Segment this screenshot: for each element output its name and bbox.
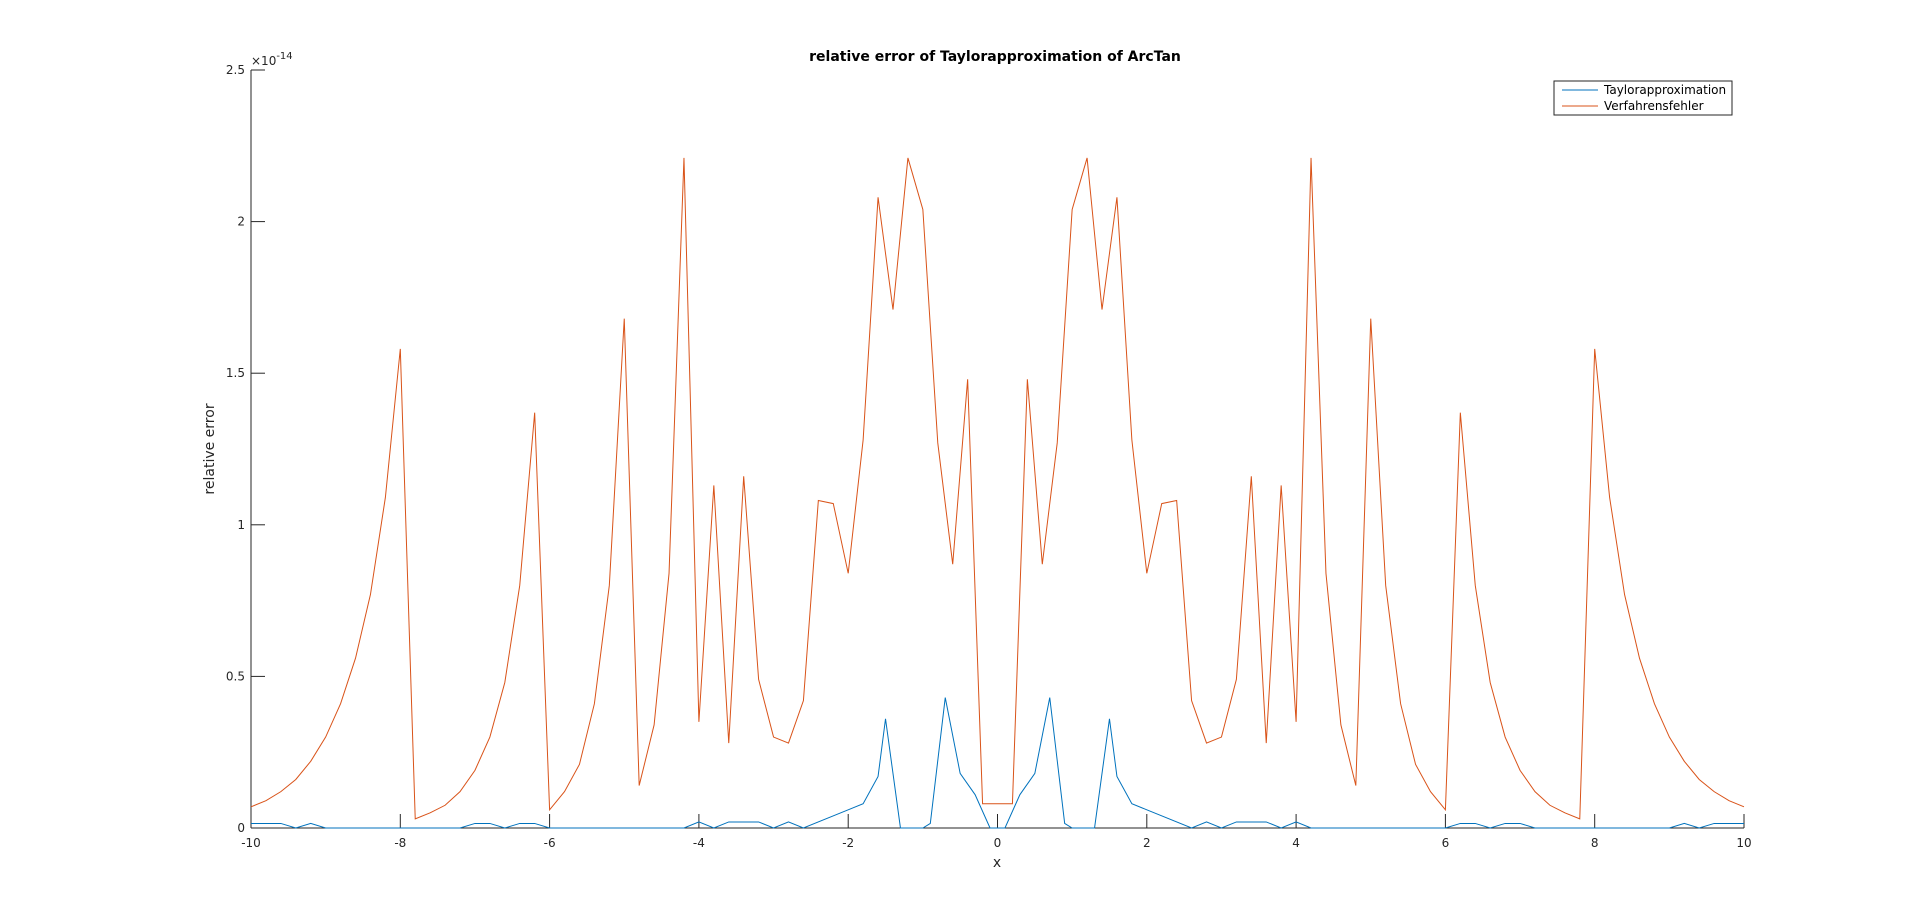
series-line-taylorapproximation <box>251 697 1744 829</box>
x-tick-label: 0 <box>994 836 1002 850</box>
x-tick-label: 2 <box>1143 836 1151 850</box>
y-axis-exponent-base: ×10 <box>251 54 276 68</box>
y-axis-exponent: ×10-14 <box>251 51 293 68</box>
legend-label: Verfahrensfehler <box>1604 99 1704 113</box>
series-layer <box>250 157 1745 829</box>
x-tick-label: -10 <box>241 836 261 850</box>
x-axis-title: x <box>993 855 1001 871</box>
y-axis-ticks: 0 0.5 1 1.5 2 2.5 <box>226 63 265 835</box>
legend-entries: Taylorapproximation Verfahrensfehler <box>1562 83 1726 113</box>
legend: Taylorapproximation Verfahrensfehler <box>1553 80 1733 116</box>
x-tick-label: 10 <box>1736 836 1751 850</box>
y-tick-label: 1 <box>237 518 245 532</box>
y-axis-exponent-power: -14 <box>276 51 292 62</box>
x-tick-label: -4 <box>693 836 705 850</box>
y-tick-label: 2 <box>237 215 245 229</box>
y-tick-label: 2.5 <box>226 63 245 77</box>
series-line-verfahrensfehler <box>250 157 1745 820</box>
chart-title: relative error of Taylorapproximation of… <box>809 49 1181 65</box>
x-tick-label: -2 <box>842 836 854 850</box>
x-tick-label: 6 <box>1442 836 1450 850</box>
x-tick-label: -8 <box>394 836 406 850</box>
y-tick-label: 1.5 <box>226 366 245 380</box>
x-tick-label: 8 <box>1591 836 1599 850</box>
y-tick-label: 0 <box>237 821 245 835</box>
y-axis-title: relative error <box>202 403 218 494</box>
legend-box <box>1553 80 1733 116</box>
x-axis-ticks: -10 -8 -6 -4 -2 0 2 4 6 8 10 <box>241 814 1752 850</box>
x-tick-label: 4 <box>1292 836 1300 850</box>
y-tick-label: 0.5 <box>226 669 245 683</box>
legend-label: Taylorapproximation <box>1603 83 1726 97</box>
x-tick-label: -6 <box>544 836 556 850</box>
